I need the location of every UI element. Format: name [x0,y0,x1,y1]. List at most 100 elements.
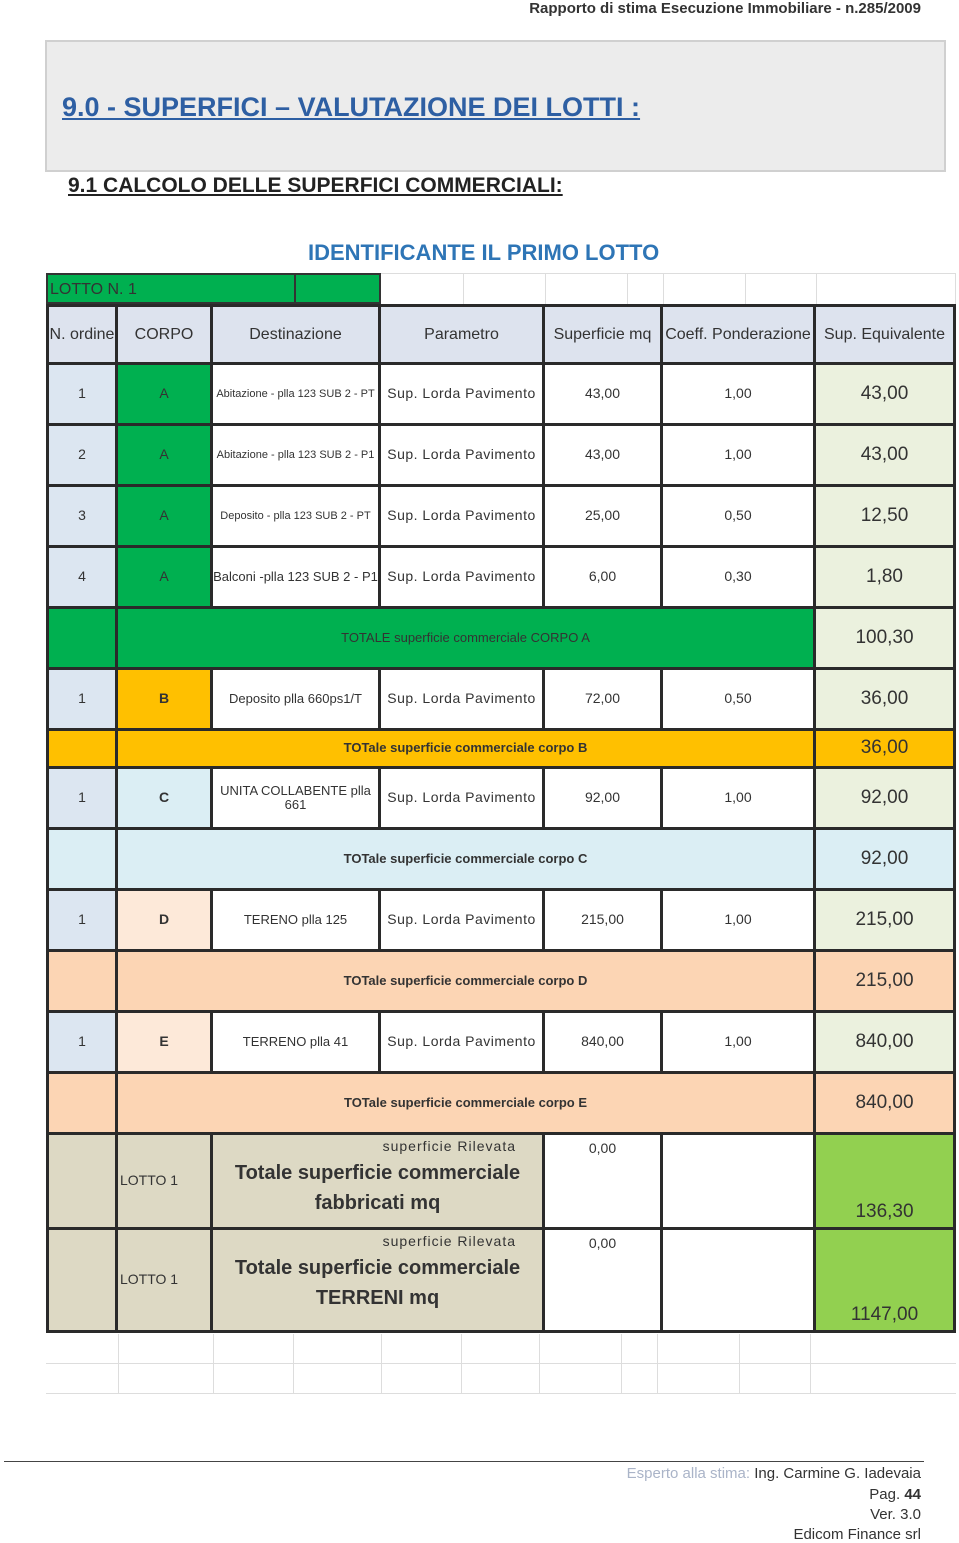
total-label: TOTALE superficie commerciale CORPO A [118,609,816,667]
coeff-cell: 1,00 [663,426,816,484]
summary-lotto: LOTTO 1 [118,1230,213,1330]
table-row: 1 E TERRENO plla 41 Sup. Lorda Pavimento 840… [46,1013,956,1074]
total-label: TOTale superficie commerciale corpo E [118,1074,816,1132]
total-blank-cell [46,952,118,1010]
table-row: 2 A Abitazione - plla 123 SUB 2 - P1 Sup. L… [46,426,956,487]
total-value: 100,30 [816,609,956,667]
coeff-cell: 1,00 [663,769,816,827]
summary-title-line2: TERRENI mq [315,1287,440,1310]
table-row: 1 D TERENO plla 125 Sup. Lorda Pavimento 215… [46,891,956,952]
n-ordine-cell: 4 [46,548,118,606]
superficie-cell: 72,00 [545,670,663,728]
col-n-ordine-header: N. ordine [46,307,118,362]
top-gridlines [381,273,956,305]
surfaces-table: N. ordine CORPO Destinazione Parametro Super… [46,304,956,1333]
footer-expert: Esperto alla stima: Ing. Carmine G. Iade… [627,1465,921,1482]
table-row: 1 B Deposito plla 660ps1/T Sup. Lorda Pavim… [46,670,956,731]
summary-blank-cell [663,1230,816,1330]
summary-title: Totale superficie commerciale fabbricati … [235,1158,520,1218]
n-ordine-cell: 1 [46,365,118,423]
table-row: 1 C UNITA COLLABENTE plla 661 Sup. Lorda Pa… [46,769,956,830]
summary-blank-cell [46,1230,118,1330]
subsection-title: 9.1 CALCOLO DELLE SUPERFICI COMMERCIALI: [68,174,563,197]
n-ordine-cell: 1 [46,670,118,728]
empty-row [46,1334,956,1364]
sup-equivalente-cell: 840,00 [816,1013,956,1071]
parametro-cell: Sup. Lorda Pavimento [381,548,545,606]
parametro-cell: Sup. Lorda Pavimento [381,670,545,728]
superficie-cell: 840,00 [545,1013,663,1071]
corpo-cell: E [118,1013,213,1071]
destinazione-cell: Balconi -plla 123 SUB 2 - P1 [213,548,381,606]
parametro-cell: Sup. Lorda Pavimento [381,487,545,545]
total-label: TOTale superficie commerciale corpo D [118,952,816,1010]
col-coeff-header: Coeff. Ponderazione [663,307,816,362]
corpo-cell: A [118,426,213,484]
coeff-cell: 0,30 [663,548,816,606]
destinazione-cell: UNITA COLLABENTE plla 661 [213,769,381,827]
summary-lotto: LOTTO 1 [118,1135,213,1227]
rilevata-label: superficie Rilevata [382,1233,516,1249]
lot-label: LOTTO N. 1 [50,281,137,298]
lot-label-cell: LOTTO N. 1 [46,273,381,304]
sup-equivalente-cell: 12,50 [816,487,956,545]
col-sup-equivalente-header: Sup. Equivalente [816,307,956,362]
n-ordine-cell: 2 [46,426,118,484]
total-blank-cell [46,830,118,888]
section-title: 9.0 - SUPERFICI – VALUTAZIONE DEI LOTTI … [62,92,641,122]
corpo-cell: D [118,891,213,949]
corpo-cell: A [118,548,213,606]
summary-row: LOTTO 1 superficie Rilevata Totale superfi… [46,1230,956,1333]
expert-name: Ing. Carmine G. Iadevaia [754,1465,921,1482]
total-value: 92,00 [816,830,956,888]
parametro-cell: Sup. Lorda Pavimento [381,1013,545,1071]
total-row: TOTALE superficie commerciale CORPO A 100… [46,609,956,670]
total-blank-cell [46,1074,118,1132]
sup-equivalente-cell: 92,00 [816,769,956,827]
footer-company: Edicom Finance srl [793,1526,921,1543]
destinazione-cell: Abitazione - plla 123 SUB 2 - P1 [213,426,381,484]
coeff-cell: 1,00 [663,365,816,423]
total-blank-cell [46,609,118,667]
rilevata-label: superficie Rilevata [382,1138,516,1154]
coeff-cell: 1,00 [663,1013,816,1071]
footer-version: Ver. 3.0 [870,1506,921,1523]
summary-title-cell: superficie Rilevata Totale superficie com… [213,1230,545,1330]
superficie-cell: 43,00 [545,365,663,423]
summary-title-line1: Totale superficie commerciale [234,1162,521,1185]
expert-label: Esperto alla stima: [626,1465,751,1482]
total-value: 840,00 [816,1074,956,1132]
summary-total: 136,30 [816,1135,956,1227]
footer-divider [4,1461,924,1462]
table-row: 3 A Deposito - plla 123 SUB 2 - PT Sup. Lor… [46,487,956,548]
total-row: TOTale superficie commerciale corpo B 36,… [46,731,956,769]
summary-title-cell: superficie Rilevata Totale superficie com… [213,1135,545,1227]
summary-title-line1: Totale superficie commerciale [234,1257,521,1280]
n-ordine-cell: 1 [46,891,118,949]
summary-title: Totale superficie commerciale TERRENI mq [235,1253,520,1313]
destinazione-cell: Deposito - plla 123 SUB 2 - PT [213,487,381,545]
section-title-box [45,40,946,172]
total-value: 36,00 [816,731,956,766]
page-number: 44 [904,1486,921,1503]
summary-row: LOTTO 1 superficie Rilevata Totale superfi… [46,1135,956,1230]
lot-heading: IDENTIFICANTE IL PRIMO LOTTO [308,240,660,265]
destinazione-cell: Abitazione - plla 123 SUB 2 - PT [213,365,381,423]
n-ordine-cell: 1 [46,1013,118,1071]
page-header: Rapporto di stima Esecuzione Immobiliare… [529,0,921,17]
col-destinazione-header: Destinazione [213,307,381,362]
total-row: TOTale superficie commerciale corpo C 92,… [46,830,956,891]
n-ordine-cell: 3 [46,487,118,545]
rilevata-value: 0,00 [545,1135,663,1227]
header-row: N. ordine CORPO Destinazione Parametro Super… [46,304,956,365]
page-label: Pag. [869,1486,901,1503]
footer-page: Pag. 44 [869,1486,921,1503]
sup-equivalente-cell: 1,80 [816,548,956,606]
col-corpo-header: CORPO [118,307,213,362]
summary-title-line2: fabbricati mq [314,1192,441,1215]
superficie-cell: 25,00 [545,487,663,545]
col-superficie-header: Superficie mq [545,307,663,362]
table-row: 1 A Abitazione - plla 123 SUB 2 - PT Sup. L… [46,365,956,426]
parametro-cell: Sup. Lorda Pavimento [381,769,545,827]
superficie-cell: 43,00 [545,426,663,484]
